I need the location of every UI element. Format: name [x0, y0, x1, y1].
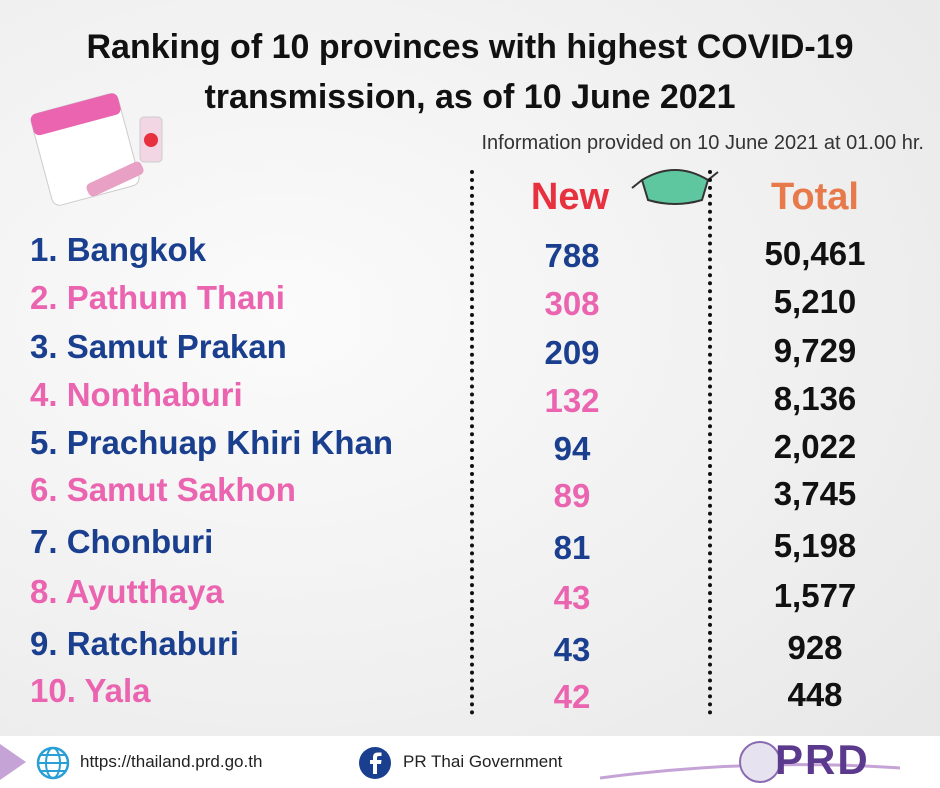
new-cases: 89	[553, 477, 591, 514]
new-cases: 308	[544, 285, 600, 322]
facebook-icon	[359, 747, 391, 779]
province: 2. Pathum Thani	[30, 279, 285, 316]
total-cases: 2,022	[773, 428, 857, 465]
total-cases: 3,745	[773, 475, 857, 512]
province: 5. Prachuap Khiri Khan	[30, 424, 394, 461]
column-header: Total	[771, 176, 859, 218]
total-cases: 9,729	[773, 332, 857, 369]
footer-arrow	[0, 744, 26, 780]
facebook-page: PR Thai Government	[403, 752, 563, 771]
column-header: New	[530, 176, 610, 218]
total-cases: 5,210	[773, 283, 857, 320]
new-cases: 209	[544, 334, 600, 371]
new-cases: 43	[553, 579, 591, 616]
province: 3. Samut Prakan	[30, 328, 287, 365]
new-cases: 81	[553, 529, 591, 566]
new-cases: 788	[544, 237, 600, 274]
province: 8. Ayutthaya	[30, 573, 224, 610]
province: 10. Yala	[30, 672, 151, 709]
total-cases: 5,198	[773, 527, 857, 564]
mask-icon	[631, 169, 719, 205]
title-line: Ranking of 10 provinces with highest COV…	[86, 28, 854, 66]
total-cases: 928	[787, 629, 843, 666]
province: 6. Samut Sakhon	[30, 471, 296, 508]
province: 7. Chonburi	[30, 523, 214, 560]
province: 1. Bangkok	[30, 231, 207, 268]
divider	[470, 170, 474, 715]
new-cases: 42	[553, 678, 591, 715]
globe-icon	[36, 746, 70, 780]
logo-swoosh	[600, 741, 900, 783]
footer	[0, 736, 940, 788]
subtitle: Information provided on 10 June 2021 at …	[481, 132, 924, 154]
new-cases: 43	[553, 631, 591, 668]
logo: PRD	[775, 736, 870, 783]
province: 9. Ratchaburi	[30, 625, 240, 662]
total-cases: 1,577	[773, 577, 857, 614]
website: https://thailand.prd.go.th	[80, 752, 263, 771]
new-cases: 94	[553, 430, 591, 467]
divider	[708, 170, 712, 715]
calendar-icon	[30, 93, 163, 206]
total-cases: 448	[787, 676, 843, 713]
title-line: transmission, as of 10 June 2021	[204, 78, 736, 116]
total-cases: 50,461	[764, 235, 866, 272]
new-cases: 132	[544, 382, 600, 419]
province: 4. Nonthaburi	[30, 376, 243, 413]
total-cases: 8,136	[773, 380, 857, 417]
